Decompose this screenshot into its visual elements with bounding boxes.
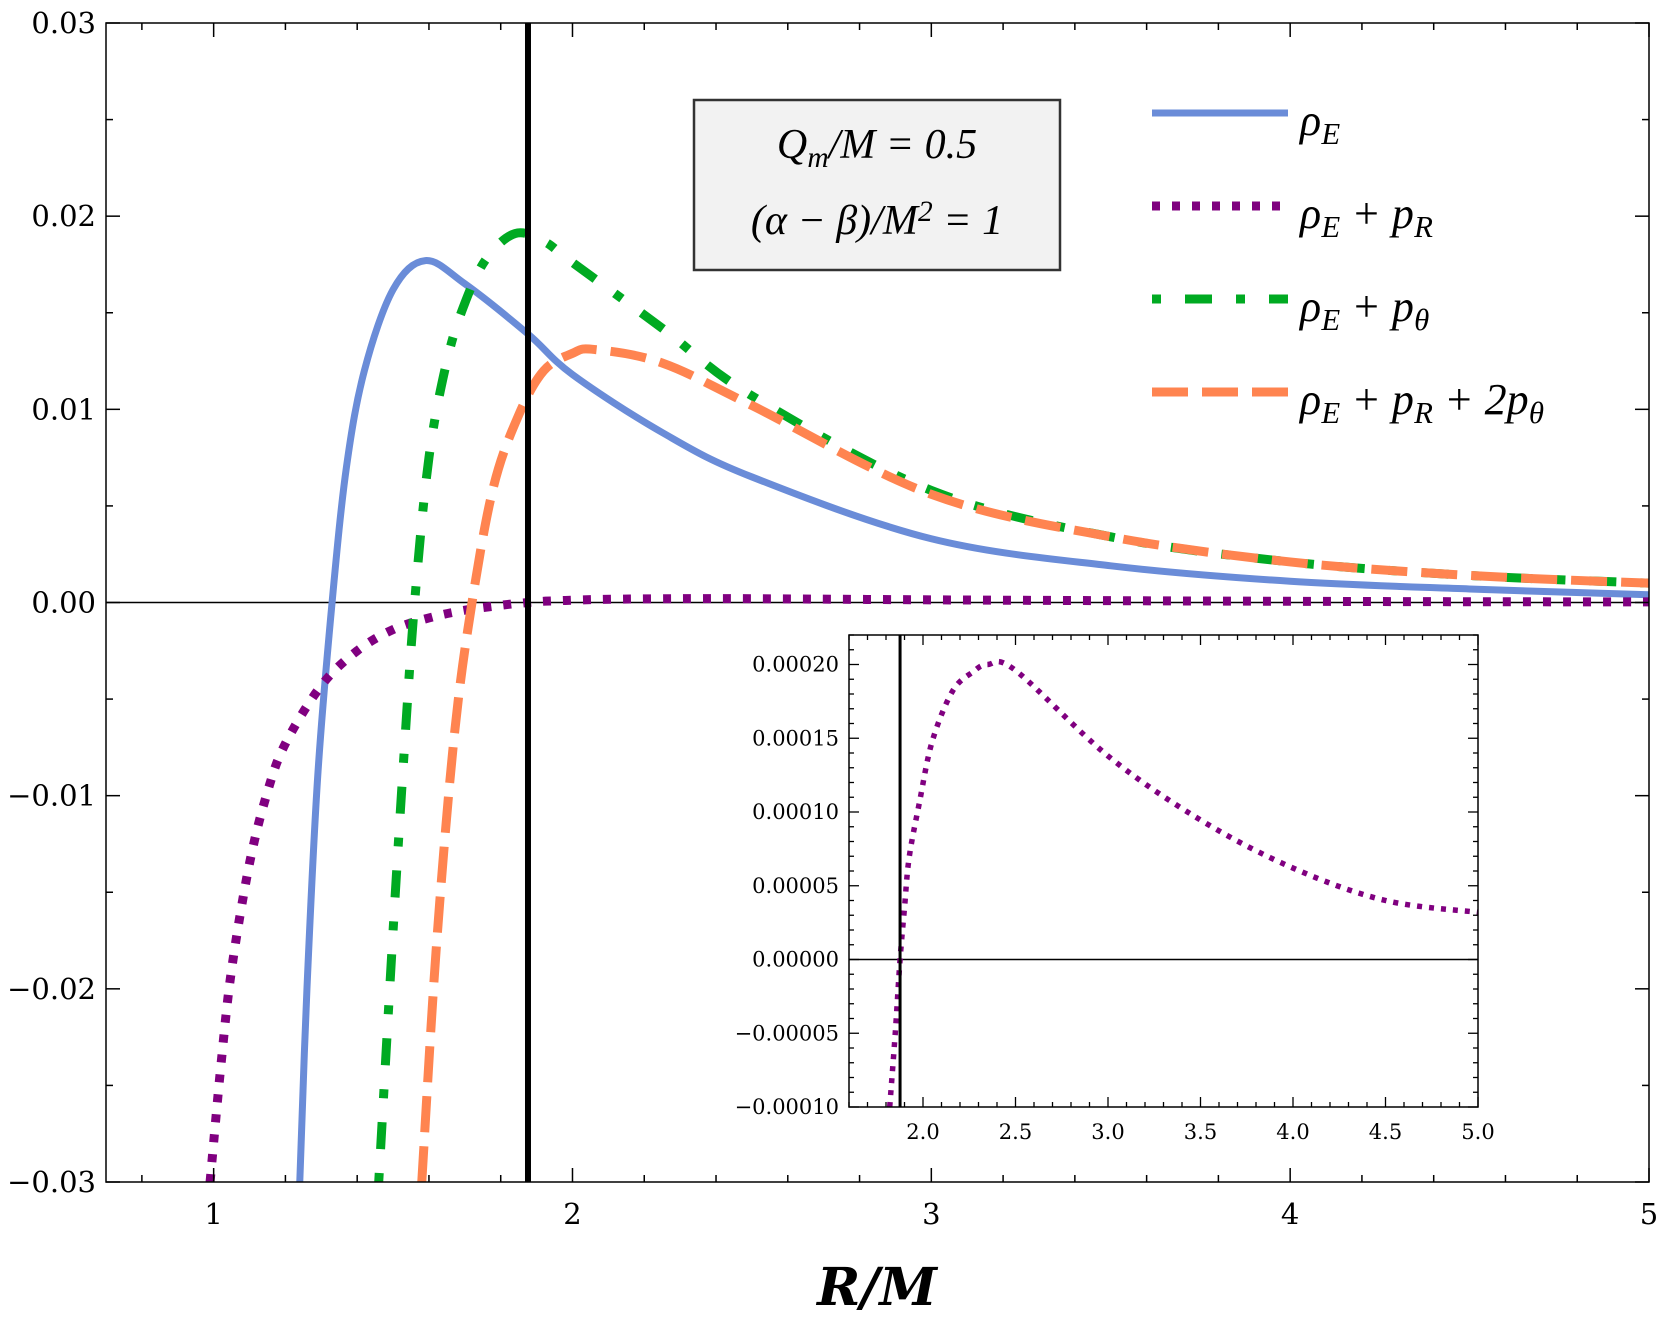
inset-plot: 2.0 2.5 3.0 3.5 4.0 4.5 5.0 −0.00010 −0.00005 0.0… [735,634,1495,1144]
annotation-box: Q_m/M = 0.5 (α − β)/M^2 = 1 [692,98,1062,272]
inset-y-tick-label: 0.00005 [752,874,839,898]
inset-y-tick-label: −0.00010 [735,1095,839,1119]
y-tick-label: 0.01 [31,392,96,426]
annotation-line-2: (α − β)/M^2 = 1 [751,196,1003,244]
inset-x-tick-label: 3.5 [1184,1120,1217,1144]
x-tick-label: 5 [1640,1197,1658,1231]
inset-x-tick-label: 4.5 [1369,1120,1402,1144]
inset-x-tick-label: 2.0 [906,1120,939,1144]
inset-y-tick-label: 0.00010 [752,800,839,824]
inset-x-tick-label: 4.0 [1276,1120,1309,1144]
y-tick-label: 0.00 [31,586,96,620]
inset-y-tick-label: 0.00000 [752,948,839,972]
inset-background [849,635,1478,1107]
legend-label-0: ρ_E [1298,96,1340,151]
inset-y-tick-label: 0.00015 [752,726,839,750]
annotation-box-frame [692,98,1062,272]
legend-label-1: ρ_E + p_R [1298,189,1433,244]
y-tick-label: 0.03 [31,6,96,40]
x-tick-label: 2 [563,1197,581,1231]
legend-label-3: ρ_E + p_R + 2p_θ [1298,375,1544,430]
x-tick-label: 1 [204,1197,222,1231]
x-axis-label: R/M [815,1257,938,1318]
inset-series-group [849,635,1478,1107]
y-tick-label: −0.01 [7,779,96,813]
y-tick-label: −0.02 [7,972,96,1006]
y-tick-label: −0.03 [7,1165,96,1199]
inset-x-tick-label: 5.0 [1461,1120,1494,1144]
series-line-3 [417,344,1649,1182]
inset-y-tick-label: 0.00020 [752,653,839,677]
inset-x-tick-label: 3.0 [1091,1120,1124,1144]
inset-y-tick-label: −0.00005 [735,1021,839,1045]
main-plot: 1 2 3 4 5 −0.03 −0.02 −0.01 0.00 0.01 0.02 0.03 [7,6,1658,1231]
series-line-2 [374,228,1649,1182]
legend-label-2: ρ_E + p_θ [1298,282,1429,337]
legend: ρ_E ρ_E + p_R ρ_E + p_θ ρ_E + p_R + 2p_θ [1152,96,1544,430]
annotation-line-1: Q_m/M = 0.5 [777,122,977,174]
x-tick-label: 4 [1281,1197,1299,1231]
inset-series-line [886,658,1478,1107]
inset-x-tick-label: 2.5 [999,1120,1032,1144]
y-tick-label: 0.02 [31,199,96,233]
series-group [106,23,1649,1182]
x-tick-label: 3 [922,1197,940,1231]
